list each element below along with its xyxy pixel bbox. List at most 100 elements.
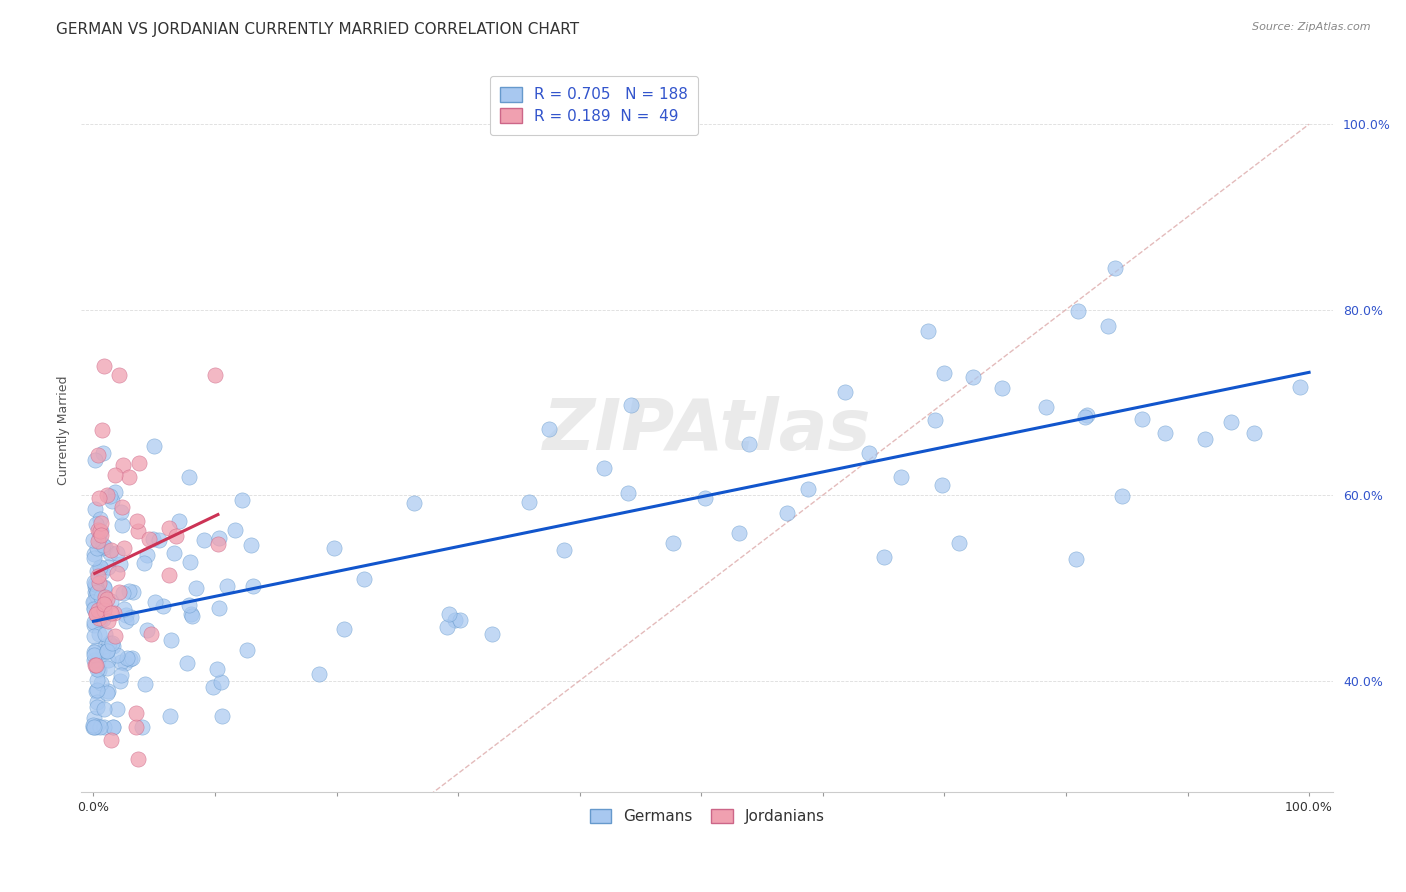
Point [948,535,970,549]
Point [91,595,114,609]
Point [97,636,120,650]
Point [240,538,263,552]
Point [83,618,105,632]
Point [159,709,181,723]
Point [89,590,111,604]
Point [990,381,1012,395]
Point [84,588,107,602]
Point [82,594,104,608]
Point [91,594,114,608]
Point [91,644,114,658]
Point [86,449,108,463]
Point [100,489,122,503]
Point [112,458,135,472]
Point [115,614,138,628]
Point [873,550,896,565]
Point [101,720,124,734]
Point [86,695,108,709]
Point [84,581,107,595]
Point [82,720,104,734]
Point [83,453,105,467]
Point [118,470,141,484]
Point [157,568,180,582]
Point [858,446,880,460]
Point [209,675,232,690]
Point [797,483,820,497]
Point [134,556,156,570]
Point [90,516,112,531]
Point [107,585,129,599]
Point [138,532,160,546]
Point [91,593,114,607]
Point [86,541,108,556]
Point [93,720,115,734]
Point [84,577,107,591]
Point [728,526,751,541]
Point [115,651,138,665]
Point [108,557,131,571]
Point [105,648,128,662]
Point [87,531,110,545]
Point [148,533,170,547]
Point [94,626,117,640]
Point [97,653,120,667]
Point [96,644,118,658]
Point [136,623,159,637]
Point [91,538,114,552]
Point [208,532,231,546]
Point [104,484,127,499]
Text: ZIPAtlas: ZIPAtlas [543,396,872,465]
Point [100,635,122,649]
Point [87,491,110,506]
Point [83,600,105,615]
Point [87,569,110,583]
Point [135,549,157,563]
Point [593,460,616,475]
Point [444,613,467,627]
Point [97,683,120,698]
Point [1104,260,1126,275]
Point [86,719,108,733]
Point [86,582,108,596]
Point [87,611,110,625]
Point [1289,380,1312,394]
Point [94,541,117,555]
Point [125,514,148,528]
Point [100,542,122,557]
Point [224,523,246,537]
Point [143,439,166,453]
Point [89,613,111,627]
Point [1243,426,1265,441]
Point [776,506,799,520]
Point [83,629,105,643]
Point [181,608,204,623]
Point [122,585,145,599]
Point [91,603,114,617]
Point [1076,408,1098,422]
Point [89,720,111,734]
Point [93,603,115,617]
Point [83,658,105,673]
Point [100,606,122,620]
Point [103,607,125,621]
Point [93,359,115,374]
Point [537,421,560,435]
Point [83,645,105,659]
Point [1130,412,1153,426]
Point [83,595,105,609]
Point [86,524,108,538]
Point [924,413,946,427]
Point [1097,318,1119,333]
Point [83,601,105,615]
Point [93,597,115,611]
Point [110,505,132,519]
Point [96,644,118,658]
Point [1074,409,1097,424]
Point [82,718,104,732]
Text: GERMAN VS JORDANIAN CURRENTLY MARRIED CORRELATION CHART: GERMAN VS JORDANIAN CURRENTLY MARRIED CO… [56,22,579,37]
Point [177,469,200,483]
Point [481,627,503,641]
Point [93,702,115,716]
Point [127,524,149,538]
Point [208,600,231,615]
